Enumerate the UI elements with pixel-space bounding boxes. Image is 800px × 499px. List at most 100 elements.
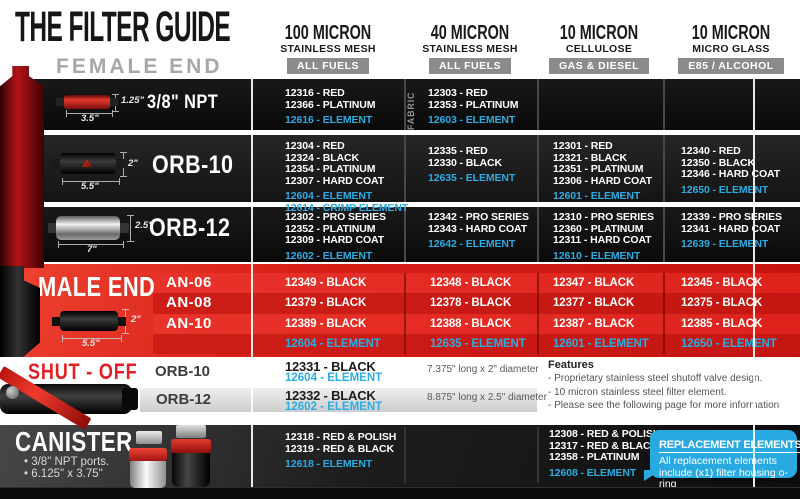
shutoff-heading: SHUT - OFF: [28, 359, 138, 384]
dim-line-length: [58, 241, 124, 248]
cell-npt-100micron: 12316 - RED 12366 - PLATINUM 12616 - ELE…: [285, 87, 376, 126]
column-media: CELLULOSE: [565, 43, 633, 55]
aeromotive-logo-mark: [82, 159, 92, 167]
column-header-10-micron-microglass: 10 MICRON MICRO GLASS E85 / ALCOHOL: [656, 23, 800, 74]
page-fold-line-right: [753, 79, 755, 487]
cell-orb12-40micron: 12342 - PRO SERIES 12343 - HARD COAT 126…: [428, 211, 529, 250]
dim-length-label: 7": [87, 244, 97, 255]
column-header-10-micron-cellulose: 10 MICRON CELLULOSE GAS & DIESEL: [524, 23, 674, 74]
feature-item: - Proprietary stainless steel shutoff va…: [548, 373, 763, 384]
male-row-an10: [153, 313, 800, 334]
cell-orb10-100micron: 12304 - RED 12324 - BLACK 12354 - PLATIN…: [285, 140, 409, 214]
column-divider: [404, 427, 406, 483]
orb10-filter-fitting-left: [52, 159, 61, 168]
shutoff-part-orb12: 12332 - BLACK: [285, 388, 376, 403]
dim-line-length: [62, 335, 122, 342]
column-header-100-micron: 100 MICRON STAINLESS MESH ALL FUELS: [253, 23, 403, 74]
dim-line-height: [127, 215, 134, 242]
column-header-40-micron: 40 MICRON STAINLESS MESH ALL FUELS: [395, 23, 545, 74]
column-divider: [537, 79, 539, 130]
male-element-c1: 12604 - ELEMENT: [285, 338, 381, 350]
port-label-an10: AN-10: [166, 314, 212, 332]
male-cell-an10-c2: 12388 - BLACK: [430, 317, 512, 330]
male-cell-an10-c1: 12389 - BLACK: [285, 317, 367, 330]
male-end-heading: MALE END: [38, 271, 156, 302]
shutoff-element-orb12: 12602 - ELEMENT: [285, 401, 383, 413]
cell-orb12-cellulose: 12310 - PRO SERIES 12360 - PLATINUM 1231…: [553, 211, 654, 262]
male-cell-an10-c4: 12385 - BLACK: [681, 317, 763, 330]
orb10-filter-fitting-right: [115, 159, 124, 168]
page-title: THE FILTER GUIDE: [15, 3, 231, 51]
male-cell-an08-c2: 12378 - BLACK: [430, 297, 512, 309]
male-cell-an08-c4: 12375 - BLACK: [681, 297, 763, 309]
row-orb12: [30, 207, 800, 262]
shutoff-valve-pivot: [6, 386, 19, 399]
male-cell-an06-c1: 12349 - BLACK: [285, 276, 367, 289]
column-media: MICRO GLASS: [692, 43, 770, 55]
male-filter-fitting-right: [117, 317, 126, 326]
port-label-orb12: ORB-12: [149, 214, 231, 242]
column-divider: [537, 272, 539, 354]
red-canister-photo: [0, 66, 44, 268]
male-element-c4: 12650 - ELEMENT: [681, 338, 777, 350]
column-divider: [663, 272, 665, 354]
male-element-c2: 12635 - ELEMENT: [430, 338, 526, 350]
feature-item: - 10 micron stainless steel filter eleme…: [548, 386, 727, 398]
shutoff-row-orb12-stripe: [140, 388, 537, 412]
column-divider: [404, 207, 406, 262]
cell-orb12-100micron: 12302 - PRO SERIES 12352 - PLATINUM 1230…: [285, 211, 386, 262]
orb12-filter-photo: [56, 216, 120, 240]
footer-bar: [0, 487, 800, 499]
male-cell-an08-c1: 12379 - BLACK: [285, 297, 367, 309]
cell-canister-cellulose: 12308 - RED & POLISH 12317 - RED & BLACK…: [549, 428, 661, 479]
shutoff-port-orb10: ORB-10: [155, 363, 211, 380]
port-label-an06: AN-06: [166, 273, 212, 291]
cell-canister-100micron: 12318 - RED & POLISH 12319 - RED & BLACK…: [285, 431, 397, 470]
male-cell-an06-c2: 12348 - BLACK: [430, 276, 512, 289]
dim-line-length: [62, 178, 120, 185]
orb12-filter-fitting-right: [119, 223, 129, 233]
port-label-npt: 3/8" NPT: [147, 92, 219, 113]
canister-photo-polished: [130, 461, 166, 488]
dim-length-label: 5.5": [81, 181, 99, 192]
dim-height-label: 1.25": [121, 95, 144, 106]
page-fold-line-left: [251, 79, 253, 487]
npt-filter-photo: [64, 95, 110, 109]
row-orb10: [30, 135, 800, 202]
female-end-heading: FEMALE END: [56, 55, 223, 78]
replacement-title: REPLACEMENT ELEMENTS: [659, 439, 800, 453]
cell-npt-40micron: 12303 - RED 12353 - PLATINUM 12603 - ELE…: [428, 87, 519, 126]
column-divider: [537, 207, 539, 262]
port-label-orb10: ORB-10: [152, 151, 234, 179]
column-divider: [537, 135, 539, 202]
male-cell-an08-c3: 12377 - BLACK: [553, 297, 635, 309]
cell-orb12-microglass: 12339 - PRO SERIES 12341 - HARD COAT 126…: [681, 211, 782, 250]
dim-height-label: 2.5": [135, 220, 153, 231]
canister-cap-right: [171, 439, 211, 453]
bubble-tail: [644, 470, 661, 481]
male-element-c3: 12601 - ELEMENT: [553, 338, 649, 350]
shutoff-size-orb10: 7.375" long x 2" diameter: [427, 364, 539, 375]
column-divider: [404, 272, 406, 354]
canister-bullet-ports: • 3/8" NPT ports.: [24, 456, 110, 468]
canister-bracket-left: [136, 431, 162, 444]
column-divider: [404, 135, 406, 202]
column-micron: 40 MICRON: [430, 22, 510, 44]
column-divider: [663, 79, 665, 130]
male-row-elements: [153, 334, 800, 354]
canister-photo-black: [172, 453, 210, 487]
fuel-badge: ALL FUELS: [286, 58, 370, 74]
cell-orb10-cellulose: 12301 - RED 12321 - BLACK 12351 - PLATIN…: [553, 140, 653, 202]
column-divider: [537, 427, 539, 483]
shutoff-size-orb12: 8.875" long x 2.5" diameter: [427, 392, 547, 403]
column-media: STAINLESS MESH: [422, 43, 518, 55]
canister-bracket-right: [176, 425, 206, 438]
dim-length-label: 5.5": [82, 338, 100, 349]
male-cell-an06-c3: 12347 - BLACK: [553, 276, 635, 289]
feature-item: - Please see the following page for more…: [548, 400, 780, 411]
npt-filter-fitting-left: [56, 98, 66, 106]
replacement-body: All replacement elements include (x1) fi…: [659, 455, 788, 490]
column-media: STAINLESS MESH: [280, 43, 376, 55]
replacement-elements-bubble: REPLACEMENT ELEMENTS All replacement ele…: [650, 430, 800, 490]
shutoff-valve-outlet: [122, 388, 138, 410]
